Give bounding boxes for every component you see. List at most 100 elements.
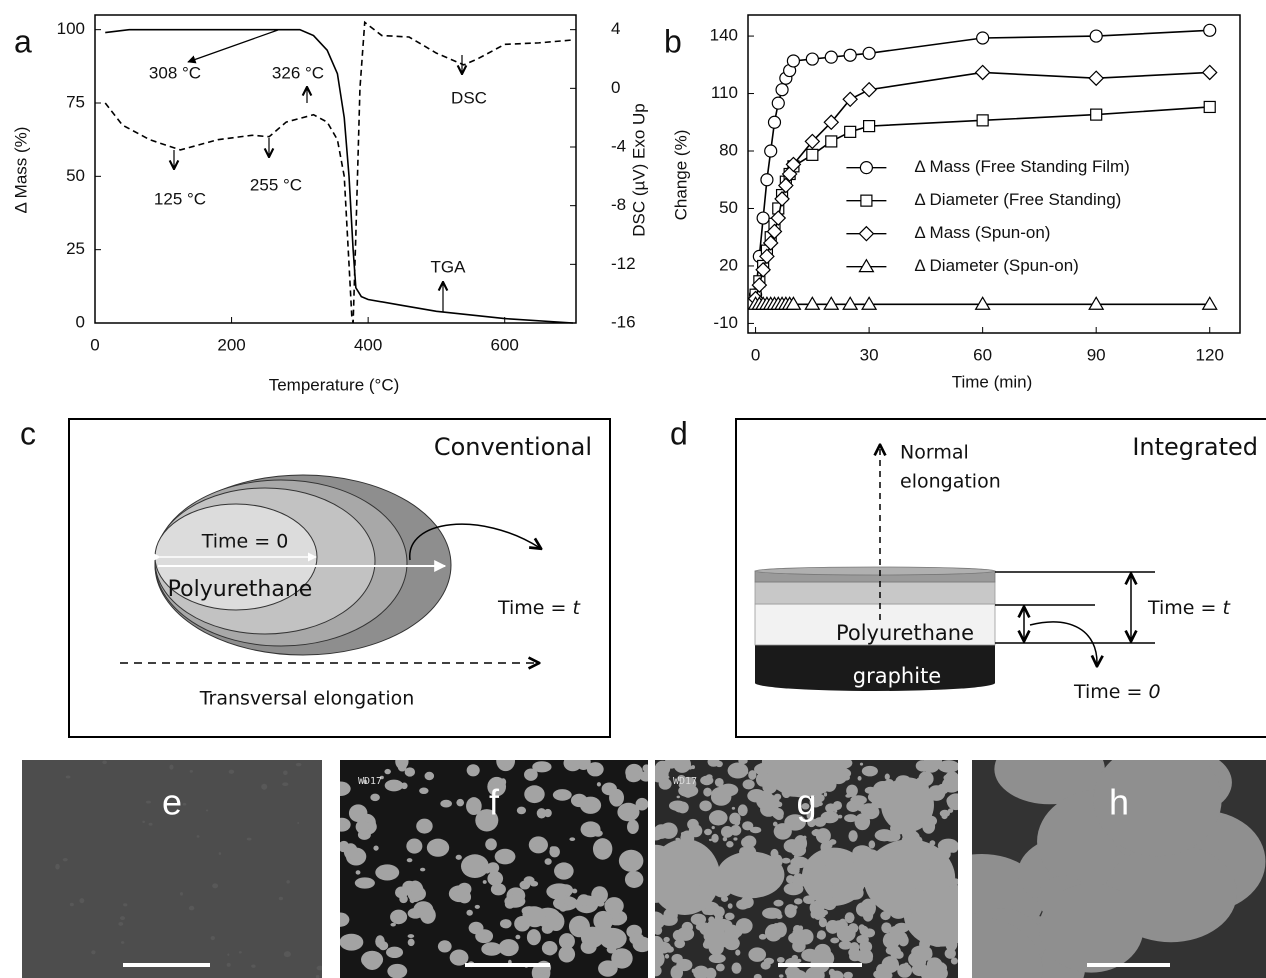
particle: [814, 944, 831, 959]
particle: [702, 889, 714, 901]
particle: [504, 895, 525, 908]
label: Time = t: [1147, 597, 1232, 619]
particle: [734, 819, 740, 825]
y2-tick-label: 4: [611, 19, 620, 38]
marker: [845, 126, 856, 137]
particle: [885, 774, 890, 780]
particle: [762, 780, 777, 793]
particle: [406, 839, 422, 854]
layer-top: [755, 567, 995, 575]
label-part: t: [1223, 597, 1232, 619]
marker: [825, 51, 837, 63]
particle: [515, 935, 520, 940]
particle: [425, 772, 435, 780]
particle: [348, 935, 357, 943]
particle: [599, 928, 626, 949]
annotation: 326 °C: [272, 63, 324, 82]
label-part: t: [573, 597, 582, 619]
particle: [283, 771, 288, 776]
particle: [553, 789, 572, 801]
label: Normal: [900, 442, 969, 464]
particle: [410, 897, 415, 903]
marker: [976, 65, 990, 79]
particle: [577, 894, 590, 906]
marker: [1203, 65, 1217, 79]
diagram-conventional: c Conventional Time = 0 Polyurethane Tim…: [20, 415, 610, 737]
particle: [408, 934, 415, 938]
particle: [576, 754, 590, 770]
particle: [121, 941, 124, 944]
legend-label: Δ Mass (Free Standing Film): [914, 157, 1129, 176]
particle: [349, 804, 367, 822]
particle: [378, 941, 388, 950]
particle: [757, 763, 769, 773]
marker: [1091, 109, 1102, 120]
particle: [803, 895, 815, 904]
particle: [517, 807, 526, 815]
particle: [834, 768, 851, 779]
particle: [593, 838, 612, 860]
particle: [708, 757, 720, 767]
particle: [282, 782, 288, 786]
particle: [593, 911, 613, 931]
particle: [330, 781, 351, 796]
particle: [842, 851, 847, 855]
particle: [169, 765, 173, 770]
particle: [704, 829, 712, 836]
particle: [456, 799, 464, 807]
particle: [407, 858, 413, 862]
legend-marker: [861, 195, 872, 206]
particle: [862, 766, 878, 777]
marker: [765, 145, 777, 157]
particle: [819, 856, 831, 865]
particle: [829, 969, 835, 976]
particle: [461, 854, 489, 878]
y-tick-label: 100: [57, 19, 85, 38]
particle: [883, 872, 890, 877]
image-tag: WD17: [358, 776, 382, 787]
marker: [757, 212, 769, 224]
label: elongation: [900, 471, 1001, 493]
y-tick-label: 20: [719, 255, 738, 274]
particle: [420, 868, 425, 872]
particle: [197, 835, 200, 838]
particle: [916, 808, 924, 818]
particle: [660, 914, 678, 926]
particle: [816, 828, 831, 843]
particle: [761, 961, 771, 969]
particle: [936, 910, 949, 919]
marker: [976, 297, 990, 309]
particle: [385, 780, 403, 792]
marker: [768, 116, 780, 128]
marker: [1204, 24, 1216, 36]
marker: [1203, 297, 1217, 309]
particle: [777, 802, 782, 807]
particle: [706, 774, 713, 779]
particle: [390, 910, 407, 925]
particle: [545, 858, 552, 865]
particle: [118, 922, 123, 926]
particle: [948, 843, 958, 853]
particle: [466, 910, 472, 916]
particle: [864, 928, 875, 937]
particle: [954, 914, 959, 919]
particle: [897, 963, 912, 977]
particle: [548, 912, 565, 931]
particle: [862, 805, 879, 819]
particle: [736, 899, 749, 909]
image-label: f: [489, 782, 500, 823]
particle: [219, 852, 221, 855]
particle: [665, 954, 669, 959]
particle: [681, 791, 685, 796]
particle: [261, 784, 267, 790]
label: Time = 0: [1073, 681, 1161, 703]
particle: [120, 916, 125, 920]
particle: [279, 897, 283, 900]
particle: [401, 782, 408, 789]
particle: [524, 768, 538, 780]
particle: [671, 954, 682, 963]
particle: [629, 933, 644, 945]
label-part: 0: [1149, 681, 1161, 703]
y-tick-label: 140: [710, 26, 738, 45]
particle: [710, 874, 724, 890]
